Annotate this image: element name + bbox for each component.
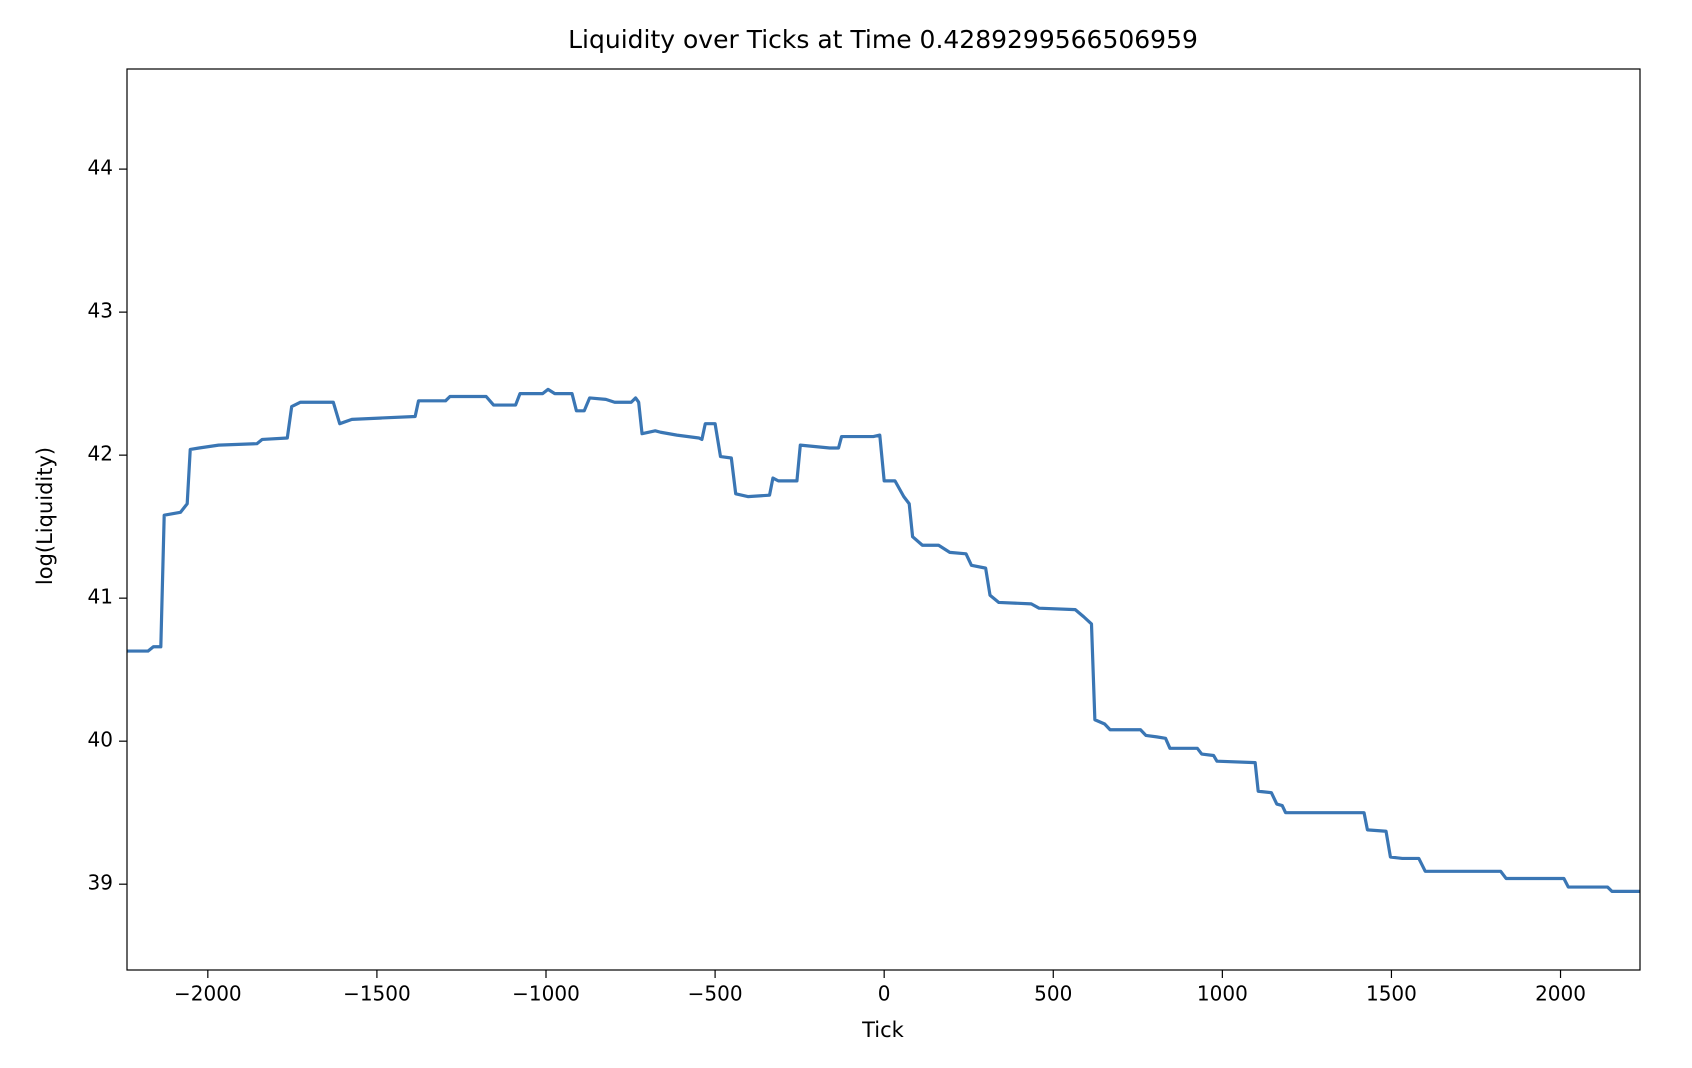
x-tick-label: −500 [688,982,743,1006]
y-tick-label: 42 [88,442,113,466]
plot-frame [126,68,1641,971]
x-axis-label: Tick [861,1018,905,1042]
x-tick-label: 1000 [1197,982,1248,1006]
y-tick-label: 44 [88,156,113,180]
chart-title: Liquidity over Ticks at Time 0.428929956… [568,25,1198,54]
x-tick-label: 2000 [1535,982,1586,1006]
data-line [127,387,1640,893]
y-tick-label: 40 [88,728,113,752]
x-tick-label: −2000 [174,982,242,1006]
y-axis-label: log(Liquidity) [33,447,57,585]
y-tick-label: 39 [88,871,113,895]
x-tick-label: −1500 [343,982,411,1006]
x-tick-label: 1500 [1366,982,1417,1006]
y-tick-label: 41 [88,585,113,609]
x-tick-label: 500 [1034,982,1072,1006]
x-tick-label: −1000 [512,982,580,1006]
x-tick-label: 0 [878,982,891,1006]
y-tick-label: 43 [88,299,113,323]
